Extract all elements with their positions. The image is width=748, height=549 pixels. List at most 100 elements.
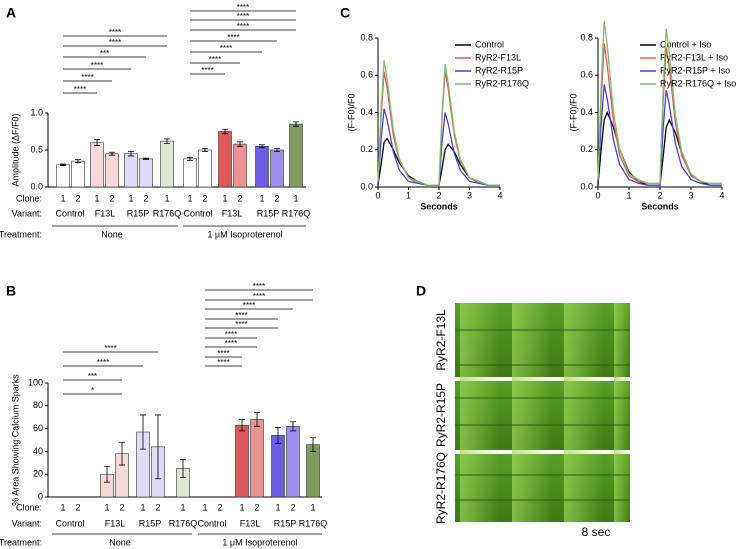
y-tick-label: 0.0 [580,181,593,191]
row-label: Clone: [16,193,42,203]
row-label: Treatment: [0,537,42,547]
line-series [597,84,722,186]
significance-label: **** [97,358,109,367]
image-texture [455,329,630,501]
bar [271,435,285,498]
legend-label: RyR2-R176Q + Iso [660,78,736,88]
error-bar [94,139,100,146]
clone-label: 1 [259,193,264,203]
clone-label: 1 [239,502,244,512]
clone-label: 1 [128,193,133,203]
error-bar [254,412,260,427]
variant-label: Control [55,518,84,528]
treatment-label: 1 μM Isoproterenol [207,229,282,239]
clone-label: 2 [202,193,207,203]
significance-label: **** [74,85,86,94]
legend-label: Control + Iso [660,39,711,49]
significance-label: **** [209,55,221,64]
error-bar [202,148,208,152]
image-row-label: RyR2-R15P [434,383,448,447]
error-bar [128,151,134,157]
significance-label: **** [253,282,265,291]
bar [289,123,303,188]
y-tick-label: 0.0 [360,181,373,191]
x-axis-label: Seconds [420,201,458,211]
significance-label: **** [109,38,121,47]
panel-letter: B [6,283,16,299]
y-tick-label: 0.0 [30,181,43,191]
clone-label: 2 [75,502,80,512]
y-tick-label: 0.8 [580,32,593,42]
row-label: Treatment: [0,229,42,239]
clone-label: 1 [310,502,315,512]
image-row-label: RyR2-R176Q [434,452,448,524]
error-bar [187,157,193,161]
y-tick-label: 0.4 [580,107,593,117]
x-tick-label: 1 [626,190,631,200]
image-row-label: RyR2-F13L [434,309,448,371]
error-bar [239,419,245,432]
significance-label: **** [217,358,229,367]
clone-label: 1 [60,502,65,512]
y-axis-label: (F-F0)/F0 [346,94,356,132]
y-axis-label: % Area Showing Calcium Sparks [10,374,20,506]
error-bar [155,414,161,480]
significance-label: **** [220,44,232,53]
panel-letter: C [340,5,350,21]
variant-label: R15P [127,208,150,218]
clone-label: 2 [109,193,114,203]
significance-label: **** [253,292,265,301]
line-series [377,60,500,186]
error-bar [290,421,296,432]
line-series [597,21,722,184]
legend-label: RyR2-R176Q [475,78,529,88]
clone-label: 2 [290,502,295,512]
variant-label: R176Q [282,208,311,218]
row-label: Variant: [12,518,42,528]
legend-label: Control [475,39,504,49]
bar [183,158,197,188]
clone-label: 1 [94,193,99,203]
variant-label: R15P [139,518,162,528]
x-tick-label: 2 [657,190,662,200]
error-bar [60,163,66,166]
significance-label: **** [225,330,237,339]
y-tick-label: 0.8 [360,32,373,42]
significance-label: **** [235,311,247,320]
line-series [377,71,500,186]
clone-label: 1 [104,502,109,512]
error-bar [293,121,299,127]
scale-bar-label: 8 sec [582,525,611,539]
treatment-label: None [109,537,131,547]
significance-label: **** [243,301,255,310]
significance-label: *** [88,372,97,381]
significance-label: **** [237,22,249,31]
error-bar [104,465,110,483]
x-tick-label: 0 [375,190,380,200]
significance-label: **** [91,61,103,70]
panel-letter: D [416,283,426,299]
error-bar [222,128,228,135]
clone-label: 1 [187,193,192,203]
y-tick-label: 0.2 [360,144,373,154]
significance-label: *** [100,49,109,58]
variant-label: F13L [105,518,126,528]
significance-label: **** [237,12,249,21]
y-tick-label: 80 [33,400,43,410]
bar [124,153,138,188]
variant-label: Control [55,208,84,218]
error-bar [164,138,170,144]
row-label: Clone: [16,502,42,512]
bar [71,160,85,188]
clone-label: 2 [155,502,160,512]
bar [270,149,284,188]
clone-label: 2 [143,193,148,203]
x-axis-label: Seconds [641,201,679,211]
x-tick-label: 1 [406,190,411,200]
bar [218,131,232,188]
bar [90,142,104,188]
error-bar [259,144,265,149]
significance-label: **** [225,339,237,348]
